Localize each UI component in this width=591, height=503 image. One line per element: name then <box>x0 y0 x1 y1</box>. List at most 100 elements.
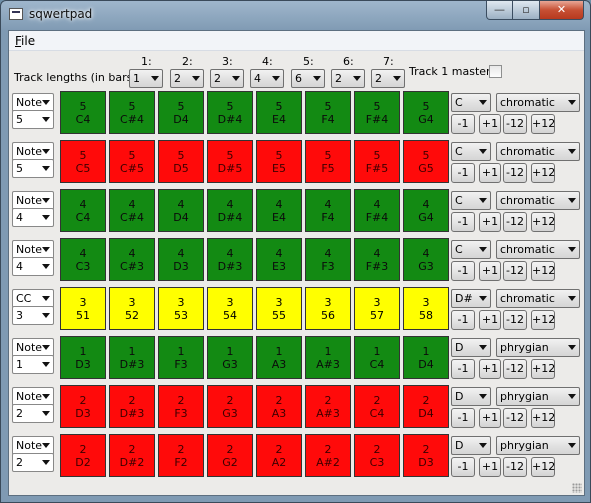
pad-cell[interactable]: 5 G4 <box>403 91 449 134</box>
pad-cell[interactable]: 4 F3 <box>305 238 351 281</box>
pad-cell[interactable]: 5 D#4 <box>207 91 253 134</box>
pad-cell[interactable]: 1 A3 <box>256 336 302 379</box>
row-3-key-select[interactable]: C <box>451 191 491 210</box>
row-5-transpose-plus-12-button[interactable]: +12 <box>531 310 555 330</box>
pad-cell[interactable]: 1 D3 <box>60 336 106 379</box>
row-2-transpose-minus-12-button[interactable]: -12 <box>503 163 527 183</box>
minimize-button[interactable]: — <box>486 1 513 20</box>
track-7-length-select[interactable]: 2 <box>371 69 405 88</box>
row-2-channel-select[interactable]: 5 <box>12 159 54 178</box>
pad-cell[interactable]: 3 58 <box>403 287 449 330</box>
row-3-transpose-plus-12-button[interactable]: +12 <box>531 212 555 232</box>
row-4-scale-select[interactable]: chromatic <box>496 240 580 259</box>
pad-cell[interactable]: 4 F4 <box>305 189 351 232</box>
pad-cell[interactable]: 4 C4 <box>60 189 106 232</box>
pad-cell[interactable]: 1 F3 <box>158 336 204 379</box>
row-7-key-select[interactable]: D <box>451 387 491 406</box>
pad-cell[interactable]: 2 A3 <box>256 385 302 428</box>
pad-cell[interactable]: 1 D4 <box>403 336 449 379</box>
pad-cell[interactable]: 2 D#3 <box>109 385 155 428</box>
track-1-length-select[interactable]: 1 <box>129 69 163 88</box>
pad-cell[interactable]: 3 53 <box>158 287 204 330</box>
pad-cell[interactable]: 2 D3 <box>60 385 106 428</box>
pad-cell[interactable]: 2 D2 <box>60 434 106 477</box>
pad-cell[interactable]: 5 D#5 <box>207 140 253 183</box>
row-5-key-select[interactable]: D# <box>451 289 491 308</box>
pad-cell[interactable]: 4 E3 <box>256 238 302 281</box>
row-2-key-select[interactable]: C <box>451 142 491 161</box>
pad-cell[interactable]: 5 C5 <box>60 140 106 183</box>
pad-cell[interactable]: 5 D5 <box>158 140 204 183</box>
row-6-key-select[interactable]: D <box>451 338 491 357</box>
pad-cell[interactable]: 5 F#5 <box>354 140 400 183</box>
row-2-transpose-plus-12-button[interactable]: +12 <box>531 163 555 183</box>
row-4-transpose-minus-12-button[interactable]: -12 <box>503 261 527 281</box>
pad-cell[interactable]: 5 F4 <box>305 91 351 134</box>
row-6-transpose-plus-1-button[interactable]: +1 <box>479 359 501 379</box>
row-2-transpose-plus-1-button[interactable]: +1 <box>479 163 501 183</box>
pad-cell[interactable]: 4 D#3 <box>207 238 253 281</box>
pad-cell[interactable]: 1 D#3 <box>109 336 155 379</box>
pad-cell[interactable]: 4 G4 <box>403 189 449 232</box>
maximize-button[interactable]: ▫ <box>513 1 540 20</box>
pad-cell[interactable]: 3 57 <box>354 287 400 330</box>
pad-cell[interactable]: 3 54 <box>207 287 253 330</box>
row-5-scale-select[interactable]: chromatic <box>496 289 580 308</box>
row-8-transpose-minus-1-button[interactable]: -1 <box>451 457 475 477</box>
row-2-type-select[interactable]: Note <box>12 142 54 161</box>
pad-cell[interactable]: 2 A#2 <box>305 434 351 477</box>
row-1-scale-select[interactable]: chromatic <box>496 93 580 112</box>
row-8-transpose-plus-1-button[interactable]: +1 <box>479 457 501 477</box>
row-3-scale-select[interactable]: chromatic <box>496 191 580 210</box>
track-4-length-select[interactable]: 4 <box>250 69 284 88</box>
pad-cell[interactable]: 5 E4 <box>256 91 302 134</box>
row-8-channel-select[interactable]: 2 <box>12 453 54 472</box>
pad-cell[interactable]: 1 C4 <box>354 336 400 379</box>
row-1-transpose-minus-1-button[interactable]: -1 <box>451 114 475 134</box>
pad-cell[interactable]: 2 G2 <box>207 434 253 477</box>
row-4-transpose-minus-1-button[interactable]: -1 <box>451 261 475 281</box>
pad-cell[interactable]: 4 D3 <box>158 238 204 281</box>
pad-cell[interactable]: 4 E4 <box>256 189 302 232</box>
pad-cell[interactable]: 4 F#4 <box>354 189 400 232</box>
pad-cell[interactable]: 2 C3 <box>354 434 400 477</box>
pad-cell[interactable]: 5 G5 <box>403 140 449 183</box>
pad-cell[interactable]: 5 C#4 <box>109 91 155 134</box>
row-4-transpose-plus-12-button[interactable]: +12 <box>531 261 555 281</box>
pad-cell[interactable]: 3 55 <box>256 287 302 330</box>
row-1-transpose-plus-1-button[interactable]: +1 <box>479 114 501 134</box>
pad-cell[interactable]: 5 F#4 <box>354 91 400 134</box>
row-2-scale-select[interactable]: chromatic <box>496 142 580 161</box>
pad-cell[interactable]: 2 C4 <box>354 385 400 428</box>
row-5-transpose-plus-1-button[interactable]: +1 <box>479 310 501 330</box>
track-2-length-select[interactable]: 2 <box>170 69 204 88</box>
row-1-transpose-minus-12-button[interactable]: -12 <box>503 114 527 134</box>
close-button[interactable]: ✕ <box>540 1 584 20</box>
row-3-transpose-minus-12-button[interactable]: -12 <box>503 212 527 232</box>
pad-cell[interactable]: 2 F2 <box>158 434 204 477</box>
pad-cell[interactable]: 4 F#3 <box>354 238 400 281</box>
track-1-master-checkbox[interactable] <box>489 65 502 78</box>
row-7-transpose-minus-12-button[interactable]: -12 <box>503 408 527 428</box>
pad-cell[interactable]: 5 C#5 <box>109 140 155 183</box>
row-5-transpose-minus-12-button[interactable]: -12 <box>503 310 527 330</box>
row-7-scale-select[interactable]: phrygian <box>496 387 580 406</box>
row-6-type-select[interactable]: Note <box>12 338 54 357</box>
row-6-channel-select[interactable]: 1 <box>12 355 54 374</box>
pad-cell[interactable]: 1 A#3 <box>305 336 351 379</box>
row-1-key-select[interactable]: C <box>451 93 491 112</box>
row-7-type-select[interactable]: Note <box>12 387 54 406</box>
pad-cell[interactable]: 2 A#3 <box>305 385 351 428</box>
row-2-transpose-minus-1-button[interactable]: -1 <box>451 163 475 183</box>
track-5-length-select[interactable]: 6 <box>291 69 325 88</box>
row-7-channel-select[interactable]: 2 <box>12 404 54 423</box>
pad-cell[interactable]: 3 51 <box>60 287 106 330</box>
row-5-transpose-minus-1-button[interactable]: -1 <box>451 310 475 330</box>
pad-cell[interactable]: 4 C#3 <box>109 238 155 281</box>
pad-cell[interactable]: 2 F3 <box>158 385 204 428</box>
row-5-channel-select[interactable]: 3 <box>12 306 54 325</box>
row-4-transpose-plus-1-button[interactable]: +1 <box>479 261 501 281</box>
pad-cell[interactable]: 5 D4 <box>158 91 204 134</box>
pad-cell[interactable]: 4 G3 <box>403 238 449 281</box>
pad-cell[interactable]: 3 52 <box>109 287 155 330</box>
